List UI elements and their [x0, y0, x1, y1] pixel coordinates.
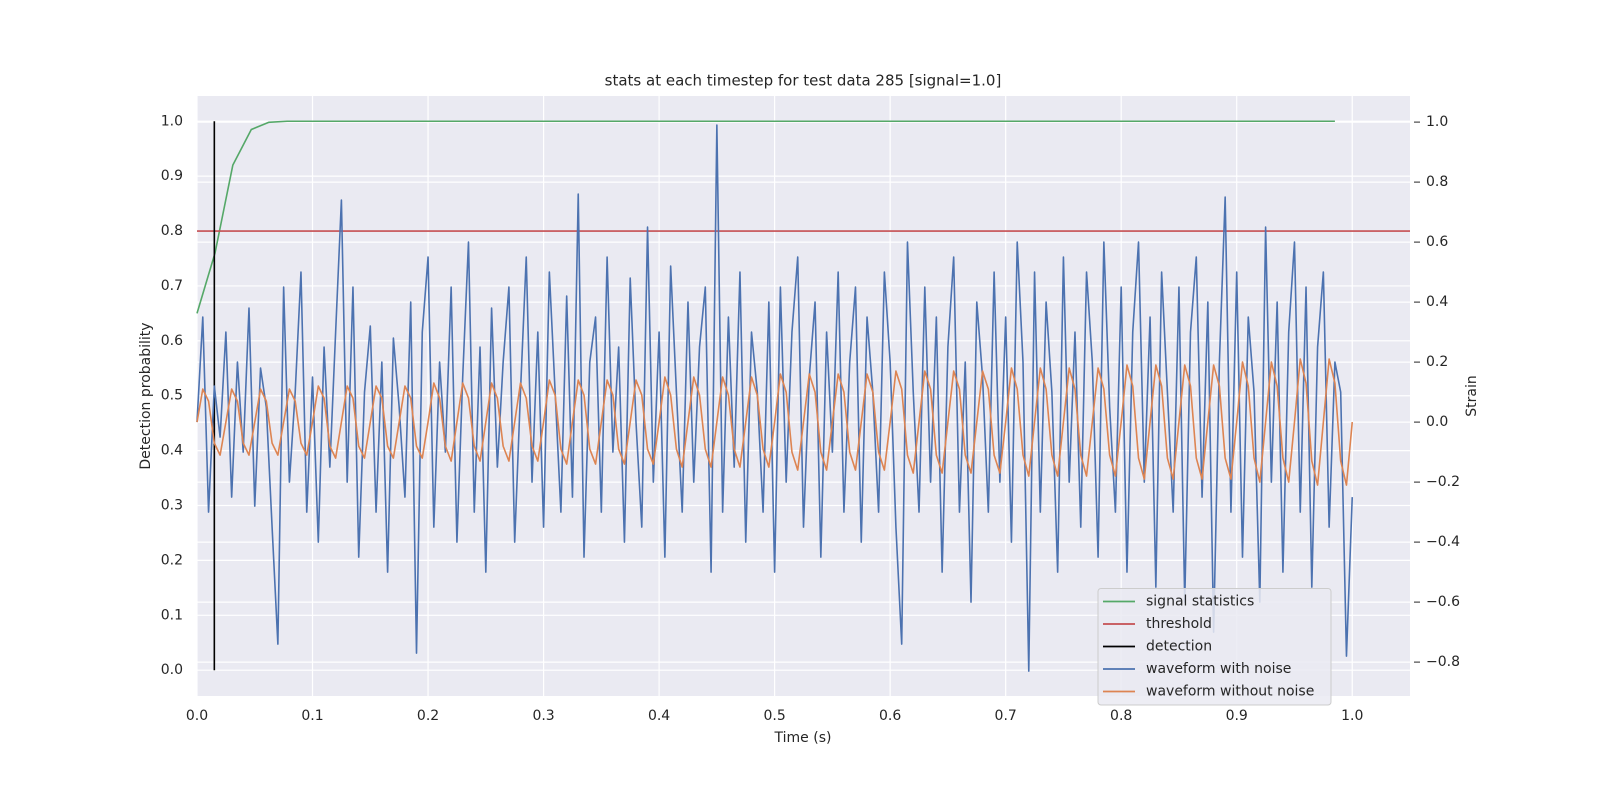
y-tick-label: 0.2 [161, 552, 183, 568]
x-tick-label: 0.6 [879, 708, 901, 724]
x-tick-label: 0.2 [417, 708, 439, 724]
legend-label: signal statistics [1146, 594, 1254, 610]
y-tick-label: 0.9 [161, 168, 183, 184]
series-line [196, 358, 1354, 486]
y-tick-label: 0.5 [161, 388, 183, 404]
y-tick-label: 0.1 [161, 607, 183, 623]
y2-tick-label: −0.8 [1426, 654, 1460, 670]
x-axis-label: Time (s) [774, 730, 832, 746]
y-tick-label: 1.0 [161, 113, 183, 129]
x-tick-label: 0.5 [763, 708, 785, 724]
y-tick-label: 0.3 [161, 498, 183, 514]
y2-tick-label: 0.2 [1426, 354, 1448, 370]
legend: signal statistics threshold detection wavef… [1097, 588, 1332, 706]
x-tick-label: 0.0 [186, 708, 208, 724]
y2-tick-label: −0.2 [1426, 474, 1460, 490]
y2-tick-label: 0.8 [1426, 174, 1448, 190]
y-tick-label: 0.6 [161, 333, 183, 349]
legend-label: waveform without noise [1146, 684, 1314, 700]
x-tick-label: 0.4 [648, 708, 670, 724]
x-tick-label: 1.0 [1341, 708, 1363, 724]
x-tick-label: 0.7 [995, 708, 1017, 724]
y2-tick-label: 0.6 [1426, 234, 1448, 250]
y-tick-label: 0.4 [161, 443, 183, 459]
y-tick-label: 0.7 [161, 278, 183, 294]
y2-axis-label: Strain [1464, 375, 1480, 416]
x-tick-label: 0.8 [1110, 708, 1132, 724]
legend-label: threshold [1146, 616, 1212, 632]
x-tick-label: 0.3 [532, 708, 554, 724]
x-tick-label: 0.9 [1226, 708, 1248, 724]
y2-tick-label: 0.4 [1426, 294, 1448, 310]
legend-label: detection [1146, 639, 1212, 655]
y2-tick-label: −0.4 [1426, 534, 1460, 550]
y2-tick-label: 1.0 [1426, 114, 1448, 130]
x-tick-label: 0.1 [301, 708, 323, 724]
y-tick-label: 0.0 [161, 662, 183, 678]
y-tick-label: 0.8 [161, 223, 183, 239]
y2-tick-label: 0.0 [1426, 414, 1448, 430]
legend-box [1097, 588, 1332, 706]
legend-label: waveform with noise [1146, 661, 1291, 677]
chart-title: stats at each timestep for test data 285… [605, 72, 1002, 90]
axes: 0.0 0.1 0.2 0.3 0.4 0.5 0.6 0.7 0.8 0.9 1.0 0.0 0.1 0… [161, 113, 1460, 724]
y-axis-label: Detection probability [138, 322, 154, 469]
marks [196, 120, 1410, 672]
y2-tick-label: −0.6 [1426, 594, 1460, 610]
